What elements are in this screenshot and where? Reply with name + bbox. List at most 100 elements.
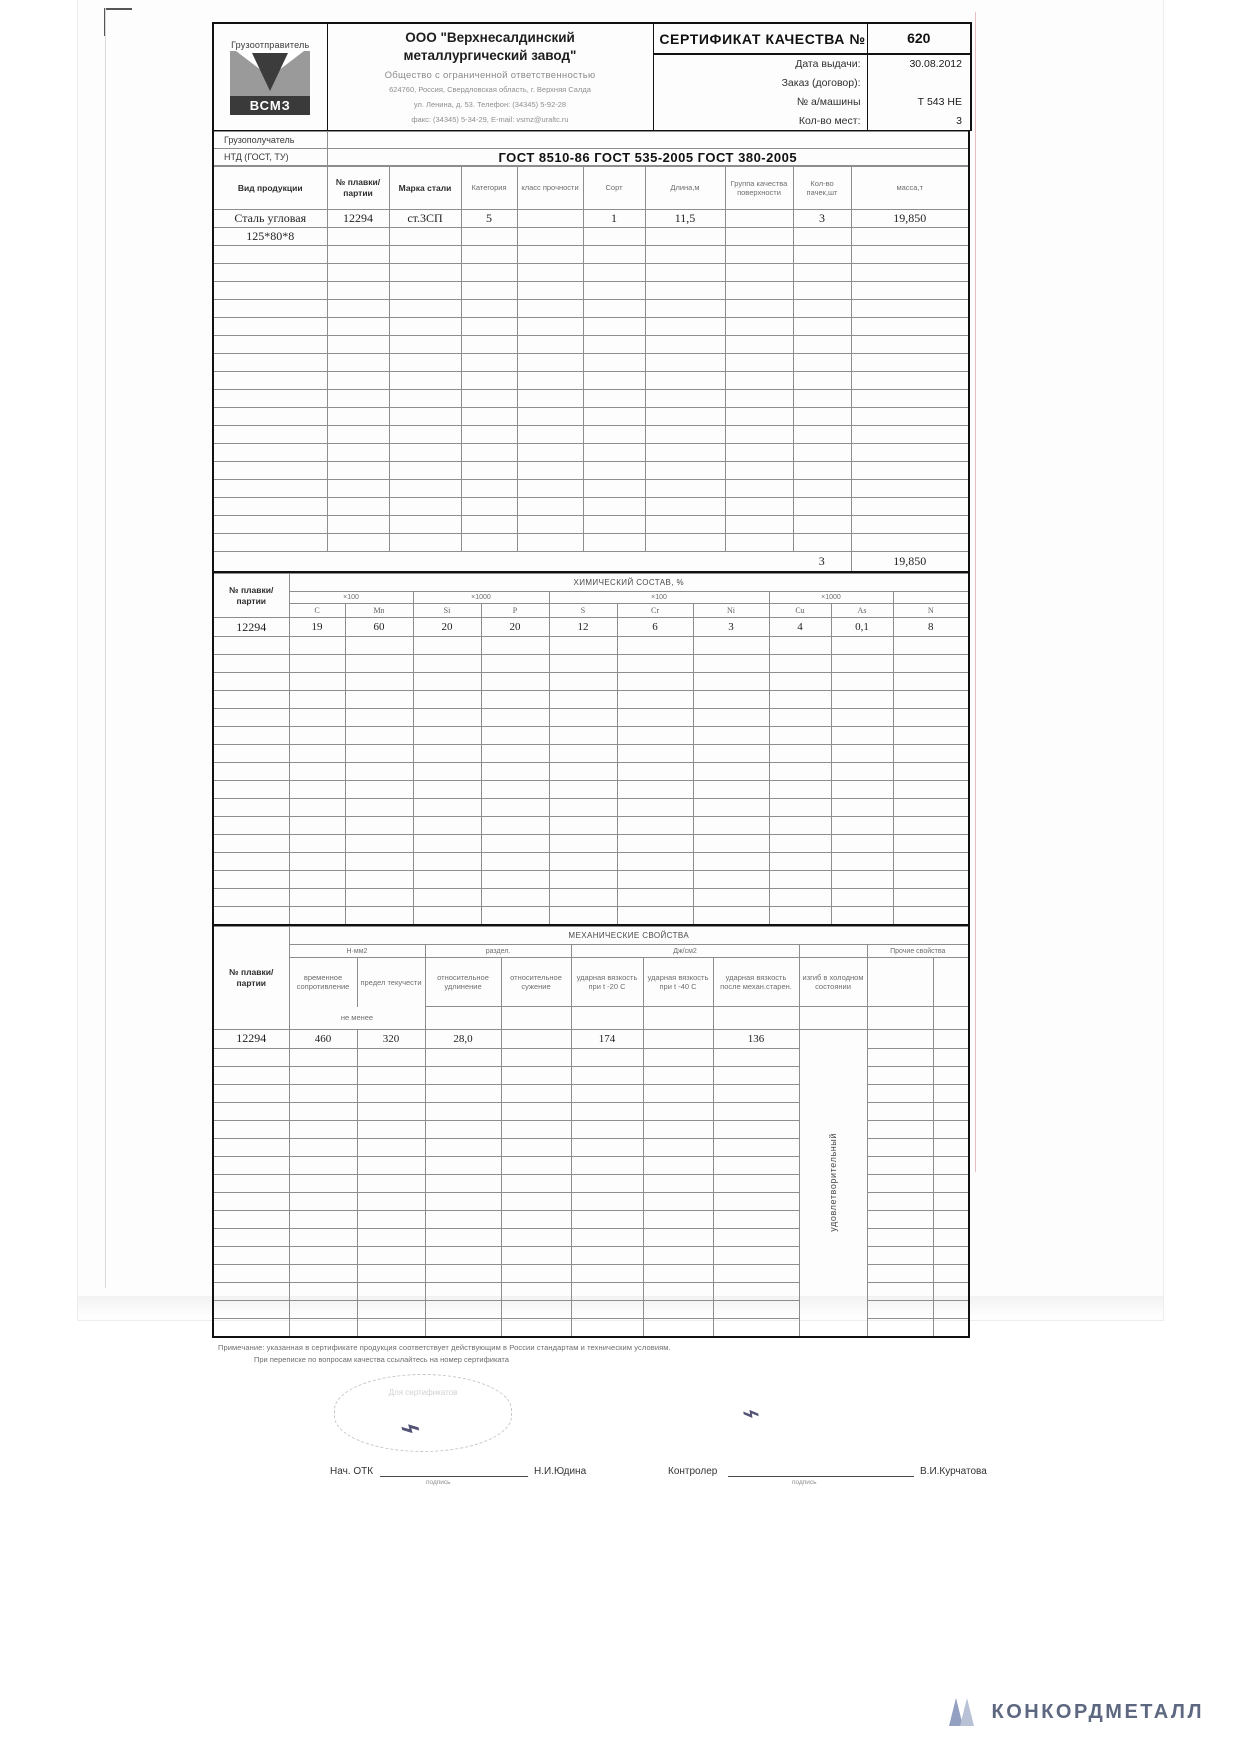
chem-empty-cell [212,762,290,782]
mech-empty-cell [212,1227,290,1247]
mech-empty-cell [424,1065,502,1085]
chem-empty-cell [344,906,414,926]
chem-empty-cell [692,762,770,782]
chem-empty-cell [212,870,290,890]
product-empty-cell [212,515,328,535]
product-empty-cell [388,515,462,535]
chem-multiplier-2: ×100 [548,591,770,605]
chem-empty-cell [288,798,346,818]
chem-empty-cell [288,708,346,728]
chem-empty-cell [344,780,414,800]
chem-empty-cell [768,636,832,656]
signature-ink-controller: ⌁ [739,1395,763,1431]
product-empty-cell [212,533,328,553]
chem-value-P: 20 [480,617,550,638]
product-empty-cell [516,299,584,319]
product-empty-cell [792,299,852,319]
mech-empty-cell [288,1173,358,1193]
mech-empty-cell [500,1065,572,1085]
chem-heat-number: 12294 [212,617,290,638]
product-total-empty [327,551,389,573]
product-empty-cell [582,515,646,535]
product-total-empty [212,551,327,573]
chem-empty-cell [548,726,618,746]
chem-empty-cell [616,762,694,782]
mech-empty-cell [642,1263,714,1283]
product-empty-row [212,389,970,409]
chem-empty-row [212,780,970,800]
mech-empty-cell [570,1209,644,1229]
chem-empty-cell [344,726,414,746]
chem-empty-cell [830,726,894,746]
chemical-composition-table: № плавки/ партии ХИМИЧЕСКИЙ СОСТАВ, % ×100… [212,573,970,927]
product-empty-cell [212,479,328,499]
product-empty-cell [644,461,726,481]
product-empty-cell [850,389,970,409]
chem-empty-cell [480,726,550,746]
certificate-number: 620 [866,22,972,55]
mech-empty-cell [212,1119,290,1139]
product-empty-cell [644,281,726,301]
chem-empty-cell [616,906,694,926]
chem-empty-cell [412,780,482,800]
product-empty-row [212,425,970,445]
product-empty-cell [582,317,646,337]
company-address-line1: 624760, Россия, Свердловская область, г.… [389,85,591,95]
chem-empty-cell [412,654,482,674]
product-empty-cell [644,371,726,391]
product-empty-cell [850,407,970,427]
product-empty-cell [212,353,328,373]
product-empty-row [212,461,970,481]
chem-empty-cell [412,816,482,836]
brand-logo-icon [947,1696,981,1728]
product-empty-cell [388,407,462,427]
product-empty-cell [212,497,328,517]
mech-empty-cell [642,1227,714,1247]
mech-empty-cell [932,1137,970,1157]
mech-empty-cell [424,1317,502,1338]
chem-section-title: ХИМИЧЕСКИЙ СОСТАВ, % [288,573,970,593]
signature-caption-0: подпись [426,1478,451,1486]
product-empty-cell [516,443,584,463]
chem-empty-cell [288,888,346,908]
mech-empty-cell [932,1173,970,1193]
product-empty-cell [792,263,852,283]
chem-value-Mn: 60 [344,617,414,638]
chem-empty-cell [288,744,346,764]
chem-empty-cell [616,672,694,692]
mech-subheader-empty [932,1006,970,1030]
mech-empty-cell [712,1227,800,1247]
product-empty-row [212,533,970,553]
product-empty-cell [724,461,794,481]
chem-empty-cell [288,852,346,872]
product-empty-cell [582,245,646,265]
mech-empty-cell [642,1191,714,1211]
scan-corner-mark [104,8,132,36]
mech-subheader-not-less: не менее [288,1006,426,1030]
mech-empty-cell [288,1065,358,1085]
product-empty-cell [516,389,584,409]
product-empty-cell [644,335,726,355]
mech-empty-cell [424,1227,502,1247]
company-address-line2: ул. Ленина, д. 53. Телефон: (34345) 5-92… [413,100,567,110]
mech-empty-cell [712,1317,800,1338]
mech-empty-cell [866,1263,934,1283]
chem-empty-cell [480,888,550,908]
chem-empty-cell [768,816,832,836]
product-empty-cell [792,407,852,427]
mech-empty-cell [570,1155,644,1175]
chem-empty-row [212,834,970,854]
chem-empty-cell [288,834,346,854]
product-cell-0-0: Сталь угловая [212,209,328,229]
chem-empty-cell [692,798,770,818]
chem-empty-cell [692,816,770,836]
product-cell-0-6: 11,5 [644,209,726,229]
product-empty-cell [850,497,970,517]
product-empty-cell [460,497,518,517]
official-stamp: Для сертификатов [334,1373,512,1452]
chem-empty-cell [480,672,550,692]
product-empty-cell [460,389,518,409]
chem-empty-cell [692,708,770,728]
product-col-header-5: Сорт [582,166,646,211]
brand-name: КОНКОРДМЕТАЛЛ [991,1700,1204,1723]
